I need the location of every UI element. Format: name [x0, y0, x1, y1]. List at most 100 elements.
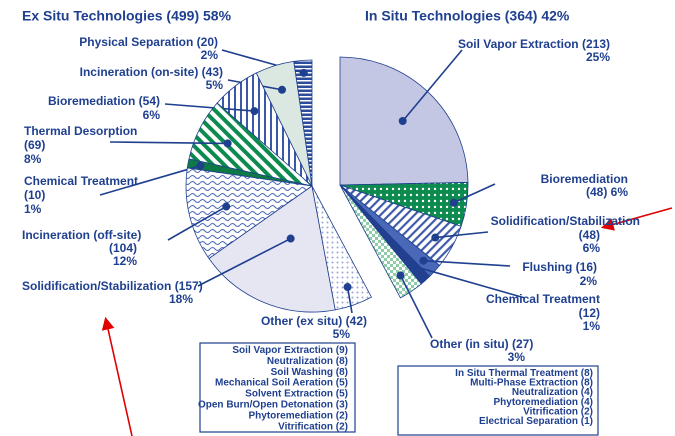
slice-label: Chemical Treatment — [486, 292, 600, 306]
leader-line — [399, 275, 433, 339]
leader-dot — [196, 161, 205, 170]
slice-label: 2% — [201, 48, 219, 62]
breakdown-box — [199, 342, 356, 433]
breakdown-name: Electrical Separation — [479, 416, 578, 427]
slice-label: (10) — [24, 188, 45, 202]
breakdown-item: Solvent Extraction (5) — [245, 388, 348, 399]
label-part: 25% — [586, 50, 610, 64]
label-part: 6% — [583, 241, 601, 255]
leader-dot — [449, 198, 458, 207]
annotation-arrow — [101, 316, 133, 436]
breakdown-item: Mechanical Soil Aeration (5) — [215, 377, 348, 388]
label-part: 5% — [333, 327, 351, 341]
label-part: Bioremediation — [48, 94, 135, 108]
slice-label: 5% — [333, 327, 351, 341]
label-part: 5% — [206, 78, 224, 92]
breakdown-name: In Situ Thermal Treatment — [455, 368, 578, 379]
label-part: (16) — [576, 260, 597, 274]
slice-label: Solidification/Stabilization (157) — [22, 279, 203, 293]
label-part: Thermal Desorption — [24, 124, 137, 138]
breakdown-name: Neutralization — [267, 356, 333, 367]
label-part: Solidification/Stabilization — [491, 214, 640, 228]
label-part: (42) — [346, 314, 367, 328]
leader-dot — [396, 271, 405, 280]
pie-slice — [185, 167, 314, 260]
pie-slice — [339, 184, 422, 299]
breakdown-item: Multi-Phase Extraction (8) — [470, 377, 593, 388]
breakdown-count: (2) — [336, 421, 348, 432]
leader-dot — [419, 256, 428, 265]
label-part: 3% — [508, 350, 526, 364]
slice-label: 8% — [24, 152, 42, 166]
label-part: Solidification/Stabilization — [22, 279, 171, 293]
slice-label: Incineration (off-site) — [22, 228, 141, 242]
pie-slice — [208, 185, 336, 313]
breakdown-item: Phytoremediation (2) — [249, 410, 348, 421]
breakdown-name: Mechanical Soil Aeration — [215, 377, 333, 388]
label-part: (69) — [24, 138, 45, 152]
leader-dot — [286, 234, 295, 243]
breakdown-count: (8) — [581, 368, 593, 379]
slice-label: 5% — [206, 78, 224, 92]
label-part: Incineration (off-site) — [22, 228, 141, 242]
slice-label: 3% — [508, 350, 526, 364]
label-part: (43) — [202, 65, 223, 79]
label-part: 1% — [24, 202, 42, 216]
pie-slice — [311, 185, 373, 311]
slice-label: (69) — [24, 138, 45, 152]
slice-label: 1% — [24, 202, 42, 216]
leader-dot — [343, 283, 352, 292]
label-part: 1% — [583, 319, 601, 333]
breakdown-item: Phytoremediation (4) — [494, 396, 593, 407]
leader-line — [412, 265, 526, 299]
leader-line — [435, 231, 489, 239]
slice-label: (48) 6% — [586, 185, 628, 199]
label-part: (48) — [586, 185, 607, 199]
label-part: Soil Vapor Extraction — [458, 37, 579, 51]
leader-dot — [223, 139, 232, 148]
breakdown-name: Vitrification — [278, 421, 333, 432]
slice-label: Incineration (on-site) (43) — [80, 65, 223, 79]
leader-dot — [278, 85, 287, 94]
slice-label: 12% — [113, 254, 137, 268]
label-part: (54) — [139, 94, 160, 108]
breakdown-box — [397, 365, 599, 436]
leader-line — [164, 103, 255, 112]
slice-label: (104) — [109, 241, 137, 255]
slice-label: 25% — [586, 50, 610, 64]
slice-label: Physical Separation (20) — [79, 35, 218, 49]
slice-label: Other (ex situ) (42) — [261, 314, 367, 328]
slice-label: 18% — [169, 292, 193, 306]
breakdown-count: (5) — [336, 388, 348, 399]
label-part: (213) — [582, 37, 610, 51]
group-title: In Situ Technologies (364) 42% — [365, 8, 570, 24]
label-part: 12% — [113, 254, 137, 268]
label-part: (10) — [24, 188, 45, 202]
breakdown-name: Phytoremediation — [494, 396, 578, 407]
slice-label: 1% — [583, 319, 601, 333]
leader-line — [346, 286, 353, 314]
leader-line — [423, 259, 511, 267]
breakdown-count: (2) — [336, 410, 348, 421]
label-part: 8% — [24, 152, 42, 166]
label-part: 2% — [580, 274, 598, 288]
label-part: Chemical Treatment — [24, 174, 138, 188]
breakdown-name: Phytoremediation — [249, 410, 333, 421]
breakdown-count: (8) — [336, 366, 348, 377]
breakdown-count: (4) — [581, 387, 593, 398]
slice-label: (48) — [579, 228, 600, 242]
breakdown-item: Vitrification (2) — [278, 421, 348, 432]
label-part: 6% — [143, 108, 161, 122]
breakdown-item: In Situ Thermal Treatment (8) — [455, 368, 593, 379]
leader-dot — [408, 261, 417, 270]
slice-label: 2% — [580, 274, 598, 288]
slice-label: Bioremediation (54) — [48, 94, 160, 108]
label-part: (157) — [175, 279, 203, 293]
breakdown-count: (8) — [336, 356, 348, 367]
slice-label: 6% — [143, 108, 161, 122]
label-part: Bioremediation — [541, 172, 628, 186]
label-part: 18% — [169, 292, 193, 306]
breakdown-name: Solvent Extraction — [245, 388, 333, 399]
breakdown-item: Vitrification (2) — [523, 406, 593, 417]
annotation-arrow — [600, 207, 673, 231]
